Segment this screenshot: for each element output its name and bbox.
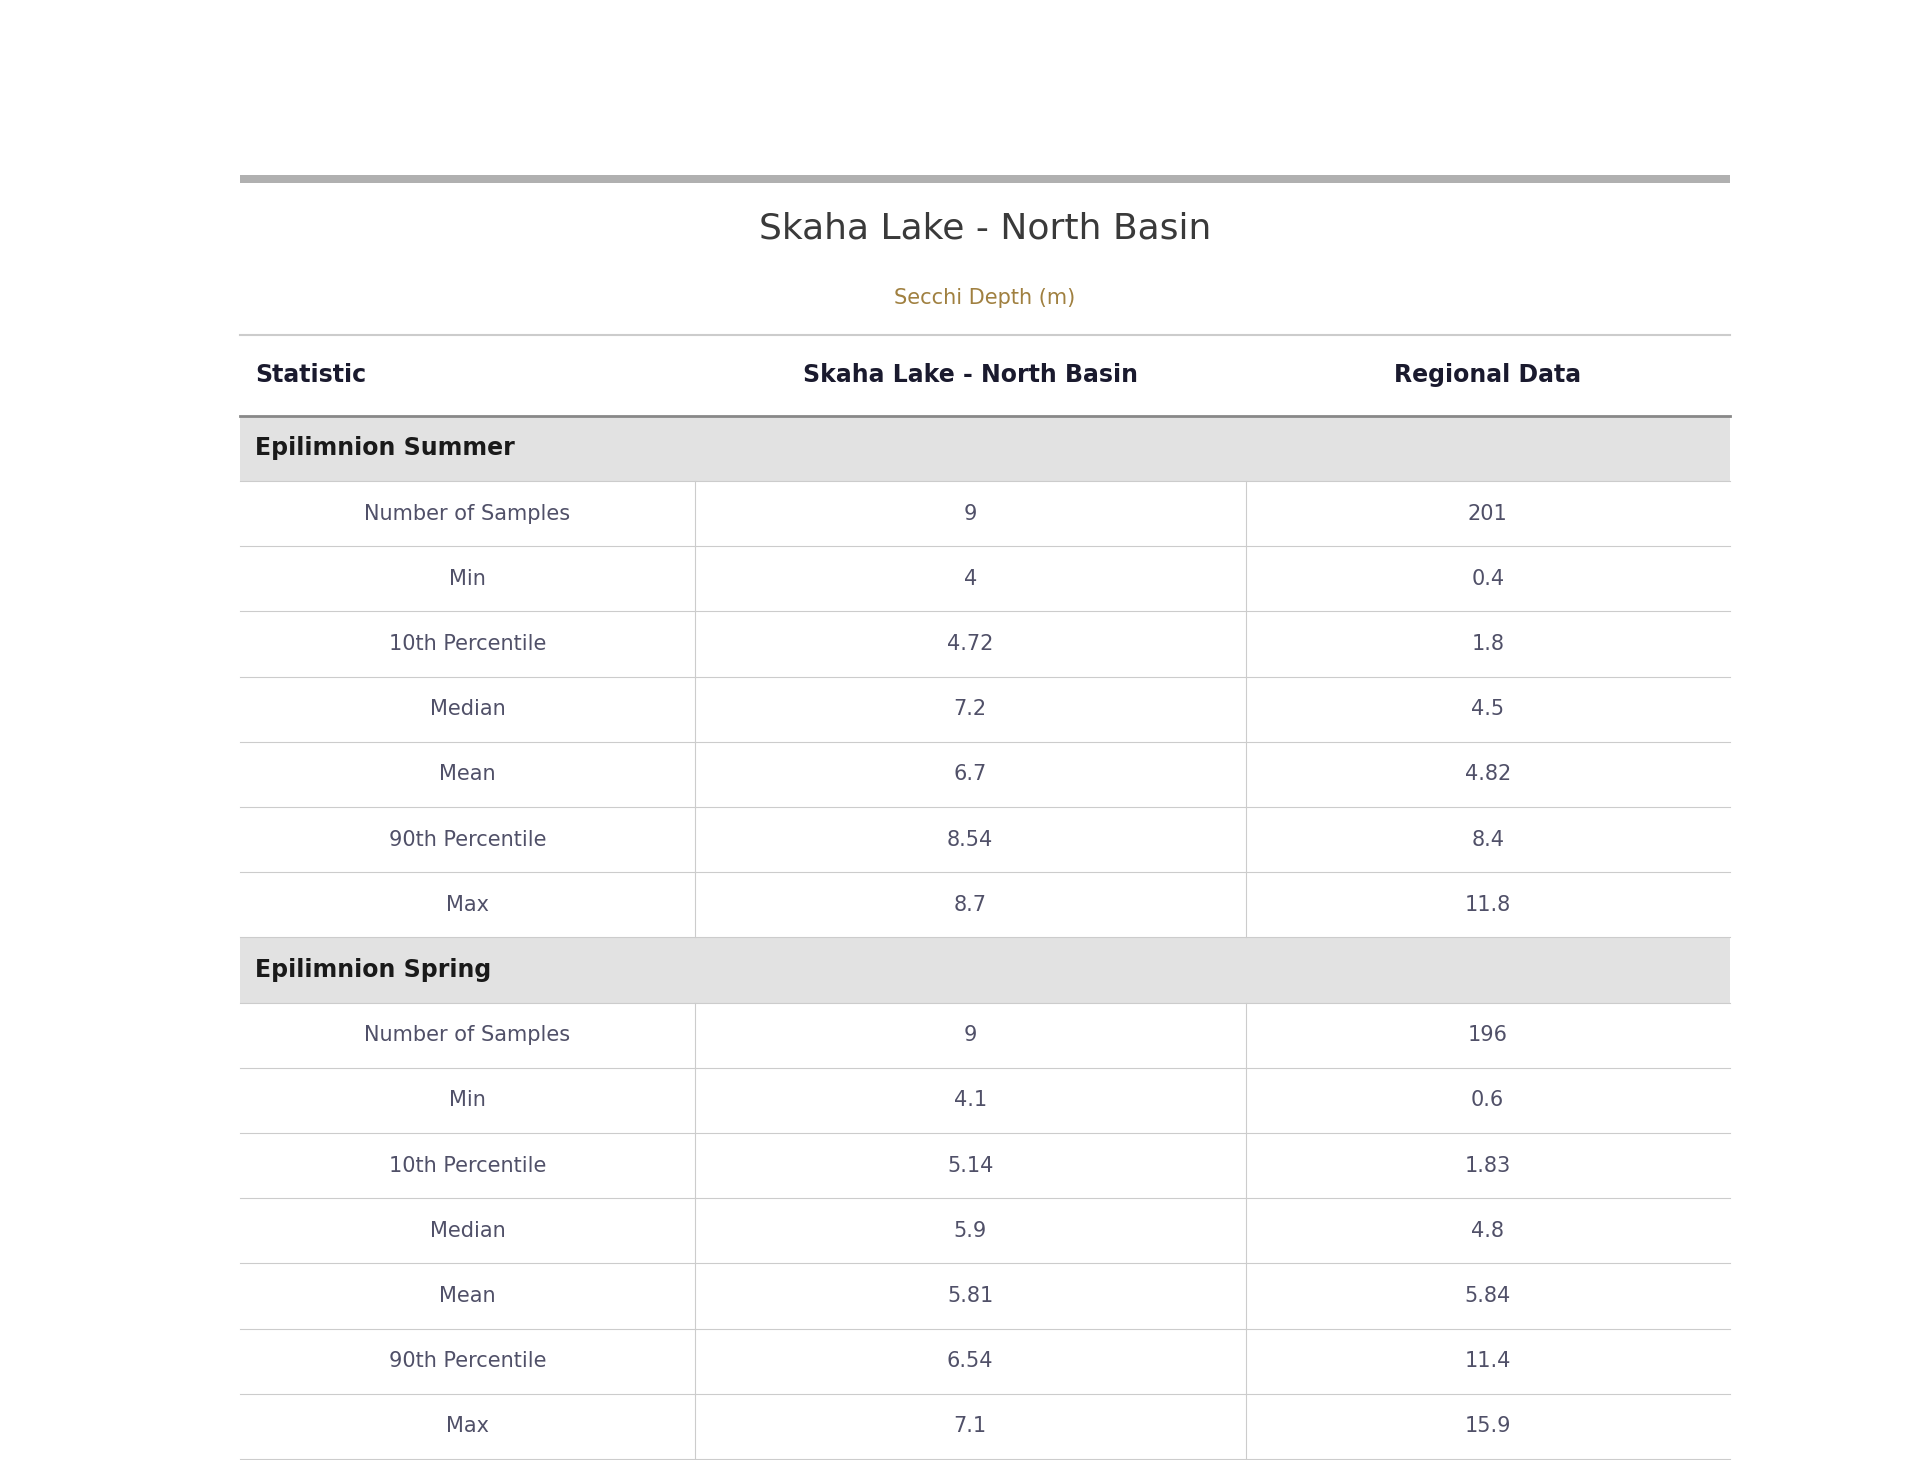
Text: 4.5: 4.5 bbox=[1470, 699, 1505, 720]
Bar bbox=[240, 612, 1730, 676]
Text: 10th Percentile: 10th Percentile bbox=[388, 634, 546, 654]
Text: Max: Max bbox=[446, 1416, 488, 1437]
Bar bbox=[240, 676, 1730, 742]
Text: 15.9: 15.9 bbox=[1465, 1416, 1511, 1437]
Text: 4.82: 4.82 bbox=[1465, 765, 1511, 784]
Text: 1.8: 1.8 bbox=[1470, 634, 1505, 654]
Bar bbox=[240, 742, 1730, 807]
Text: Mean: Mean bbox=[438, 765, 496, 784]
Text: Skaha Lake - North Basin: Skaha Lake - North Basin bbox=[759, 212, 1211, 245]
Bar bbox=[240, 1329, 1730, 1394]
Text: Number of Samples: Number of Samples bbox=[365, 504, 571, 524]
Text: Skaha Lake - North Basin: Skaha Lake - North Basin bbox=[803, 364, 1138, 387]
Bar bbox=[240, 807, 1730, 872]
Text: 8.7: 8.7 bbox=[953, 895, 986, 915]
Text: 6.7: 6.7 bbox=[953, 765, 986, 784]
Text: Secchi Depth (m): Secchi Depth (m) bbox=[894, 288, 1076, 308]
Text: 11.8: 11.8 bbox=[1465, 895, 1511, 915]
Text: Min: Min bbox=[450, 569, 486, 588]
Text: 9: 9 bbox=[963, 504, 976, 524]
Bar bbox=[240, 937, 1730, 1003]
Bar bbox=[240, 872, 1730, 937]
Text: 4.1: 4.1 bbox=[953, 1091, 986, 1111]
Text: 8.54: 8.54 bbox=[948, 829, 994, 850]
Bar bbox=[240, 480, 1730, 546]
Text: 11.4: 11.4 bbox=[1465, 1352, 1511, 1371]
Text: 7.1: 7.1 bbox=[953, 1416, 986, 1437]
Text: 4.8: 4.8 bbox=[1470, 1221, 1505, 1241]
Text: Median: Median bbox=[429, 699, 505, 720]
Bar bbox=[240, 1394, 1730, 1459]
Text: Epilimnion Summer: Epilimnion Summer bbox=[256, 437, 515, 460]
Bar bbox=[240, 1263, 1730, 1329]
Bar bbox=[240, 1003, 1730, 1067]
Bar bbox=[240, 1199, 1730, 1263]
Text: 7.2: 7.2 bbox=[953, 699, 986, 720]
Text: 5.14: 5.14 bbox=[948, 1156, 994, 1175]
Text: 8.4: 8.4 bbox=[1470, 829, 1505, 850]
Text: 4: 4 bbox=[963, 569, 976, 588]
Text: 6.54: 6.54 bbox=[948, 1352, 994, 1371]
Text: 0.4: 0.4 bbox=[1470, 569, 1505, 588]
Text: Statistic: Statistic bbox=[256, 364, 367, 387]
Text: 196: 196 bbox=[1468, 1025, 1507, 1045]
Bar bbox=[240, 175, 1730, 182]
Bar bbox=[240, 1067, 1730, 1133]
Text: 5.9: 5.9 bbox=[953, 1221, 986, 1241]
Bar bbox=[240, 334, 1730, 416]
Text: Number of Samples: Number of Samples bbox=[365, 1025, 571, 1045]
Text: 5.81: 5.81 bbox=[948, 1286, 994, 1307]
Text: 1.83: 1.83 bbox=[1465, 1156, 1511, 1175]
Text: 4.72: 4.72 bbox=[948, 634, 994, 654]
Text: 90th Percentile: 90th Percentile bbox=[388, 1352, 546, 1371]
Text: Epilimnion Spring: Epilimnion Spring bbox=[256, 958, 492, 983]
Text: 5.84: 5.84 bbox=[1465, 1286, 1511, 1307]
Text: Max: Max bbox=[446, 895, 488, 915]
Text: Regional Data: Regional Data bbox=[1393, 364, 1582, 387]
Text: Min: Min bbox=[450, 1091, 486, 1111]
Text: 90th Percentile: 90th Percentile bbox=[388, 829, 546, 850]
Bar bbox=[240, 1133, 1730, 1199]
Bar bbox=[240, 416, 1730, 480]
Text: Median: Median bbox=[429, 1221, 505, 1241]
Text: 9: 9 bbox=[963, 1025, 976, 1045]
Text: Mean: Mean bbox=[438, 1286, 496, 1307]
Bar bbox=[240, 546, 1730, 612]
Text: 201: 201 bbox=[1468, 504, 1507, 524]
Text: 10th Percentile: 10th Percentile bbox=[388, 1156, 546, 1175]
Text: 0.6: 0.6 bbox=[1470, 1091, 1505, 1111]
